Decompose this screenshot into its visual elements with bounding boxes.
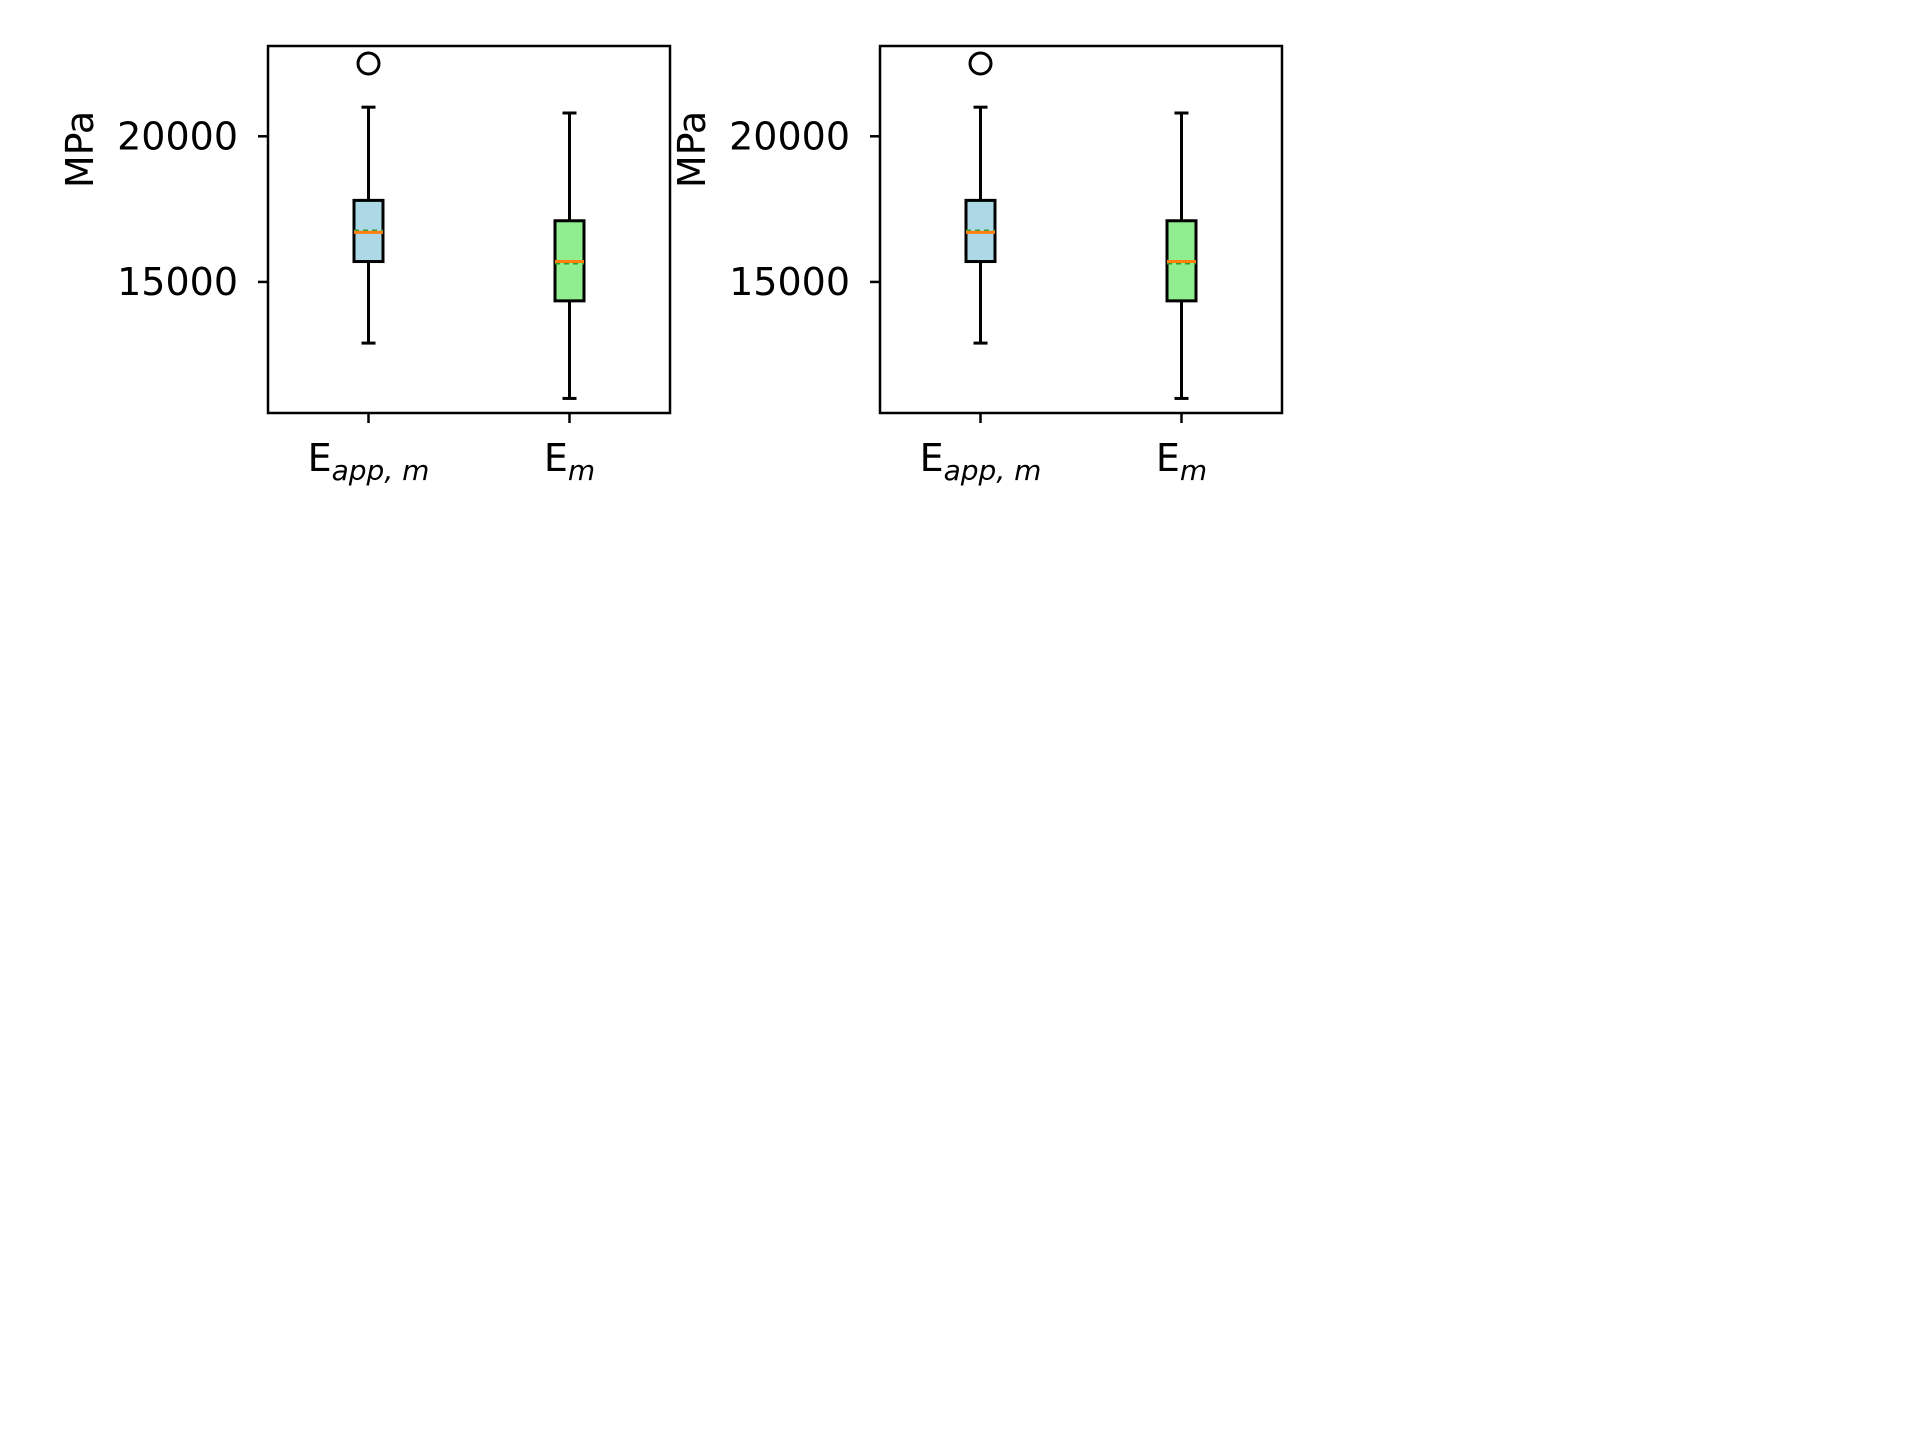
outlier-point (968, 51, 993, 76)
box-2 (1165, 111, 1198, 400)
box-1 (352, 51, 385, 345)
y-tick-label: 15000 (117, 260, 238, 304)
y-tick-label: 15000 (729, 260, 850, 304)
y-tick-label: 20000 (729, 114, 850, 158)
chart-2: 15000 20000 MPa Eapp, m Em (670, 44, 1284, 487)
y-tick-label: 20000 (117, 114, 238, 158)
chart-1: 15000 20000 MPa Eapp, m Em (58, 44, 672, 487)
x-tick-label: Em (1156, 436, 1207, 487)
x-tick-label: Em (544, 436, 595, 487)
x-tick-label: Eapp, m (308, 436, 430, 487)
y-axis-label: MPa (58, 111, 102, 188)
x-tick-label: Eapp, m (920, 436, 1042, 487)
axes-frame (878, 44, 1284, 415)
y-axis-label: MPa (670, 111, 714, 188)
box-1 (964, 51, 997, 345)
box-2 (553, 111, 586, 400)
axes-frame (266, 44, 672, 415)
outlier-point (356, 51, 381, 76)
